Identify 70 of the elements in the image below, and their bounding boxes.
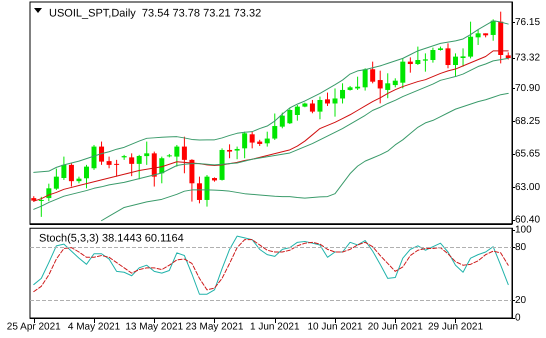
- candlestick: [370, 61, 376, 84]
- y-tick-label: 100: [515, 224, 532, 236]
- candlestick: [362, 68, 368, 92]
- y-tick-label: 76.15: [515, 17, 540, 28]
- candlestick: [182, 136, 187, 174]
- y-tick-label: 70.90: [515, 82, 540, 94]
- text: USOIL_SPT,Daily 73.54 73.78 73.21 73.32: [49, 8, 262, 20]
- candlestick: [114, 159, 120, 178]
- candlestick: [38, 196, 44, 218]
- candlestick: [144, 141, 150, 166]
- candlestick: [490, 18, 496, 42]
- candlestick: [430, 47, 436, 64]
- candlestick: [324, 92, 330, 106]
- candlestick: [385, 72, 390, 99]
- candlestick: [415, 46, 420, 66]
- candlestick: [99, 141, 104, 166]
- y-tick-label: 65.65: [515, 148, 540, 160]
- chart-title: Stoch(5,3,3) 38.1443 60.1164: [39, 232, 184, 244]
- y-tick-label: 80: [515, 242, 527, 254]
- candlestick: [84, 164, 89, 189]
- candlestick: [468, 21, 474, 59]
- candlestick: [61, 156, 66, 180]
- candlestick: [204, 174, 210, 208]
- y-tick-label: 63.00: [515, 182, 540, 193]
- candlestick: [242, 131, 248, 159]
- x-tick-label: 20 Jun 2021: [368, 322, 424, 332]
- x-tick-label: 4 May 2021: [68, 322, 121, 332]
- x-tick-label: 29 Jun 2021: [428, 322, 484, 332]
- y-tick-label: 60.40: [515, 214, 540, 226]
- candlestick: [317, 96, 322, 120]
- line-series: [101, 92, 509, 222]
- y-tick-label: 68.25: [515, 116, 540, 128]
- candlestick: [332, 88, 338, 118]
- candlestick: [250, 131, 255, 149]
- candlestick: [287, 108, 292, 125]
- candlestick: [106, 156, 112, 169]
- x-tick-label: 25 Apr 2021: [6, 322, 62, 332]
- candlestick: [445, 42, 450, 69]
- candlestick: [196, 176, 202, 204]
- y-tick-label: 0: [515, 312, 521, 324]
- candlestick: [234, 146, 240, 160]
- candlestick: [408, 56, 413, 74]
- candlestick: [68, 162, 74, 188]
- candlestick: [272, 113, 278, 140]
- candlestick: [174, 144, 180, 168]
- candlestick: [227, 144, 232, 159]
- y-tick-label: 20: [515, 294, 527, 306]
- x-tick-label: 1 Jun 2021: [250, 322, 300, 332]
- candlestick: [294, 104, 300, 122]
- candlestick: [310, 99, 315, 114]
- candlestick: [152, 151, 157, 188]
- candlestick: [476, 30, 481, 46]
- candlestick: [129, 152, 134, 177]
- x-tick-label: 10 Jun 2021: [307, 322, 363, 332]
- candlestick: [460, 48, 466, 68]
- candlestick: [378, 70, 383, 104]
- candlestick: [54, 168, 59, 190]
- candlestick: [453, 52, 458, 78]
- candlestick: [392, 78, 398, 88]
- candlestick: [280, 112, 285, 129]
- x-tick-label: 13 May 2021: [125, 322, 184, 332]
- candlestick: [92, 144, 97, 170]
- y-tick-label: 73.32: [515, 52, 540, 64]
- x-tick-label: 23 May 2021: [186, 322, 244, 332]
- candlestick: [400, 58, 406, 89]
- candlestick: [264, 131, 270, 148]
- candlestick: [136, 154, 142, 180]
- candlestick: [340, 82, 346, 104]
- candlestick: [189, 158, 194, 202]
- candlestick: [355, 76, 360, 90]
